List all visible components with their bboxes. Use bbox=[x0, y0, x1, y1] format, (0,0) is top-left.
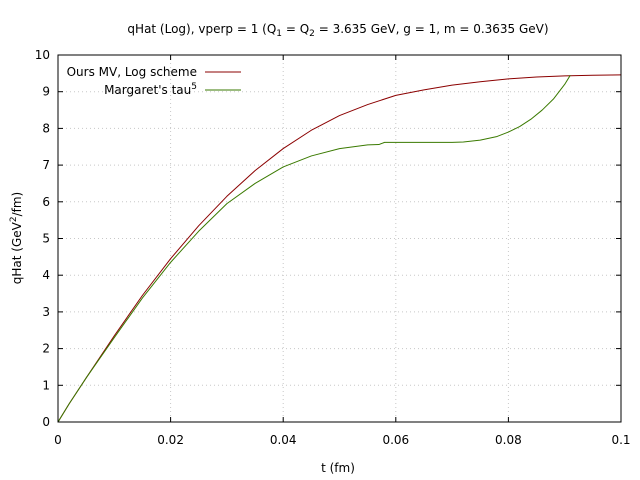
y-tick-label-0: 0 bbox=[42, 415, 50, 429]
y-axis-label-part-1: 2 bbox=[9, 216, 19, 222]
y-tick-label-9: 9 bbox=[42, 85, 50, 99]
y-axis-label-part-2: /fm) bbox=[10, 192, 24, 217]
chart-title-part-2: = Q bbox=[282, 22, 309, 36]
axis-ticks: 0 0.02 0.04 0.06 0.08 0.1 0 1 2 3 4 5 6 7 8 9 10 bbox=[35, 48, 631, 447]
chart-title-part-3: 2 bbox=[309, 29, 315, 39]
y-tick-label-5: 5 bbox=[42, 232, 50, 246]
legend: Ours MV, Log scheme Margaret's tau5 bbox=[67, 65, 241, 97]
y-axis-label: qHat (GeV2/fm) bbox=[9, 192, 24, 284]
legend-label-0-part-0: Ours MV, Log scheme bbox=[67, 65, 197, 79]
chart-title: qHat (Log), vperp = 1 (Q1 = Q2 = 3.635 G… bbox=[127, 22, 548, 39]
y-tick-label-7: 7 bbox=[42, 158, 50, 172]
series-line-1 bbox=[57, 74, 571, 423]
x-tick-label-0: 0 bbox=[54, 433, 62, 447]
y-tick-label-3: 3 bbox=[42, 305, 50, 319]
chart-title-part-4: = 3.635 GeV, g = 1, m = 0.3635 GeV) bbox=[315, 22, 549, 36]
y-tick-label-1: 1 bbox=[42, 378, 50, 392]
y-tick-label-10: 10 bbox=[35, 48, 50, 62]
y-tick-label-4: 4 bbox=[42, 268, 50, 282]
y-tick-label-6: 6 bbox=[42, 195, 50, 209]
series-lines bbox=[57, 74, 622, 423]
chart-title-part-0: qHat (Log), vperp = 1 (Q bbox=[127, 22, 276, 36]
chart-title-part-1: 1 bbox=[276, 29, 282, 39]
x-tick-label-2: 0.04 bbox=[270, 433, 297, 447]
x-axis-label: t (fm) bbox=[321, 461, 355, 475]
y-tick-label-2: 2 bbox=[42, 342, 50, 356]
x-tick-label-4: 0.08 bbox=[495, 433, 522, 447]
y-tick-label-8: 8 bbox=[42, 121, 50, 135]
legend-label-1-part-0: Margaret's tau bbox=[104, 83, 191, 97]
x-tick-label-1: 0.02 bbox=[157, 433, 184, 447]
legend-label-1: Margaret's tau5 bbox=[104, 82, 197, 97]
x-tick-label-3: 0.06 bbox=[382, 433, 409, 447]
gridlines bbox=[58, 55, 621, 422]
x-tick-label-5: 0.1 bbox=[611, 433, 630, 447]
y-axis-label-part-0: qHat (GeV bbox=[10, 221, 24, 284]
series-line-0 bbox=[57, 74, 622, 423]
legend-label-0: Ours MV, Log scheme bbox=[67, 65, 197, 79]
legend-label-1-part-1: 5 bbox=[191, 82, 197, 92]
